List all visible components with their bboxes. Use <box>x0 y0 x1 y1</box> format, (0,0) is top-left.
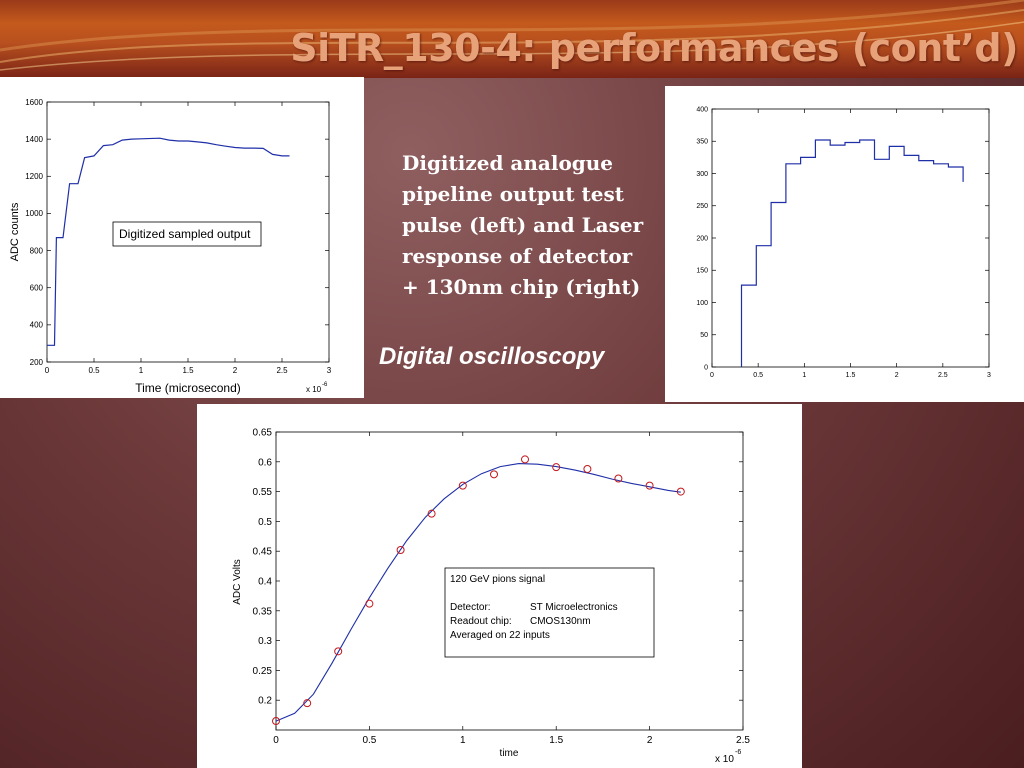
data-point-marker <box>272 717 280 726</box>
y-tick-label: 0.55 <box>253 487 273 498</box>
y-tick-label: 0.35 <box>253 606 273 617</box>
x-tick-label: 1.5 <box>549 735 563 746</box>
pion-signal-panel: 0 0.5 1 1.5 2 2.5 0.2 0.25 0.3 0.35 0.4 0.45 0.5 0.55… <box>197 404 802 768</box>
adc-counts-chart: 0 0.5 1 1.5 2 2.5 3 200 400 600 800 1000 1200 1400 160… <box>9 98 332 395</box>
description-text: Digitized analogue pipeline output test … <box>402 148 662 303</box>
laser-response-chart: 0 0.5 1 1.5 2 2.5 3 0 50 100 150 200 250 300 350 400 <box>696 106 991 379</box>
x-tick-label: 2.5 <box>938 372 948 379</box>
x-tick-label: 0.5 <box>362 735 376 746</box>
y-tick-label: 0 <box>704 364 708 371</box>
fit-curve <box>275 463 681 722</box>
description-line: pulse (left) and Laser <box>402 213 644 237</box>
description-line: response of detector <box>402 244 633 268</box>
description-line: + 130nm chip (right) <box>402 275 641 299</box>
x-axis-label: time <box>500 748 519 759</box>
y-tick-label: 600 <box>30 284 44 293</box>
oscilloscopy-label: Digital oscilloscopy <box>379 343 605 370</box>
y-tick-label: 0.4 <box>258 577 272 588</box>
data-point-marker <box>676 487 685 496</box>
y-tick-label: 400 <box>696 106 708 113</box>
legend-box <box>112 221 262 247</box>
x-axis-label: Time (microsecond) <box>135 381 241 395</box>
x-tick-label: 2.5 <box>736 735 750 746</box>
x-tick-label: 3 <box>327 366 332 375</box>
data-point-marker <box>365 599 374 608</box>
data-point-marker <box>645 481 654 490</box>
y-tick-label: 400 <box>30 321 44 330</box>
x-axis-multiplier: x 10 <box>306 385 322 394</box>
y-tick-label: 150 <box>696 268 708 275</box>
slide-title: SiTR_130-4: performances (cont’d) <box>290 26 1018 70</box>
x-axis-multiplier-exponent: -6 <box>735 749 741 756</box>
x-tick-label: 1 <box>460 735 466 746</box>
y-tick-label: 0.2 <box>258 696 272 707</box>
y-tick-label: 300 <box>696 171 708 178</box>
y-tick-label: 1000 <box>25 209 43 218</box>
legend-label: Digitized sampled output <box>119 227 251 241</box>
data-point-marker <box>427 509 436 518</box>
x-tick-label: 0 <box>273 735 279 746</box>
x-tick-label: 2 <box>233 366 238 375</box>
header-band <box>0 0 1024 78</box>
y-axis-label: ADC counts <box>9 202 21 261</box>
y-tick-label: 350 <box>696 139 708 146</box>
y-tick-label: 0.65 <box>253 428 273 439</box>
description-line: Digitized analogue <box>402 151 614 175</box>
y-tick-label: 50 <box>700 332 708 339</box>
data-point-marker <box>303 699 312 708</box>
y-tick-label: 100 <box>696 300 708 307</box>
y-tick-label: 1400 <box>25 135 43 144</box>
y-tick-label: 1600 <box>25 98 43 107</box>
y-tick-label: 1200 <box>25 172 43 181</box>
y-tick-label: 0.25 <box>253 666 273 677</box>
y-tick-label: 0.5 <box>258 517 272 528</box>
x-tick-label: 3 <box>987 372 991 379</box>
y-tick-label: 0.45 <box>253 547 273 558</box>
annotation-title: 120 GeV pions signal <box>450 574 545 585</box>
x-tick-label: 2 <box>647 735 653 746</box>
x-tick-label: 0 <box>45 366 50 375</box>
annotation-footer: Averaged on 22 inputs <box>450 630 550 641</box>
x-axis-multiplier: x 10 <box>715 754 734 765</box>
laser-step-line <box>740 139 964 367</box>
pion-signal-chart: 0 0.5 1 1.5 2 2.5 0.2 0.25 0.3 0.35 0.4 0.45 0.5 0.55… <box>232 428 750 766</box>
data-point-marker <box>396 546 405 555</box>
laser-response-panel: 0 0.5 1 1.5 2 2.5 3 0 50 100 150 200 250 300 350 400 <box>665 86 1024 402</box>
y-tick-label: 200 <box>30 358 44 367</box>
header-swoosh-decoration <box>0 0 1024 71</box>
x-tick-label: 1.5 <box>846 372 856 379</box>
data-point-marker <box>489 470 498 479</box>
y-tick-label: 0.6 <box>258 457 272 468</box>
y-tick-label: 200 <box>696 235 708 242</box>
x-tick-label: 0 <box>710 372 714 379</box>
annotation-row-value: CMOS130nm <box>530 616 591 627</box>
y-tick-label: 0.3 <box>258 636 272 647</box>
x-axis-multiplier-exponent: -6 <box>322 382 328 388</box>
x-tick-label: 2.5 <box>276 366 288 375</box>
x-tick-label: 1.5 <box>182 366 194 375</box>
x-tick-label: 2 <box>895 372 899 379</box>
x-tick-label: 0.5 <box>753 372 763 379</box>
data-point-marker <box>552 463 561 472</box>
y-tick-label: 250 <box>696 203 708 210</box>
annotation-row-label: Detector: <box>450 602 491 613</box>
data-point-marker <box>334 647 343 656</box>
plot-frame <box>711 108 990 368</box>
data-point-marker <box>458 481 467 490</box>
adc-series-line <box>47 137 290 346</box>
annotation-row-label: Readout chip: <box>450 616 512 627</box>
y-tick-label: 800 <box>30 246 44 255</box>
x-tick-label: 0.5 <box>88 366 100 375</box>
x-tick-label: 1 <box>802 372 806 379</box>
x-tick-label: 1 <box>139 366 144 375</box>
annotation-box <box>444 567 655 658</box>
annotation-row-value: ST Microelectronics <box>530 602 618 613</box>
data-point-marker <box>583 464 592 473</box>
adc-counts-panel: 0 0.5 1 1.5 2 2.5 3 200 400 600 800 1000 1200 1400 160… <box>0 77 364 398</box>
description-line: pipeline output test <box>402 182 625 206</box>
data-point-marker <box>614 474 623 483</box>
y-axis-label: ADC Volts <box>232 559 243 605</box>
data-point-marker <box>521 455 530 464</box>
